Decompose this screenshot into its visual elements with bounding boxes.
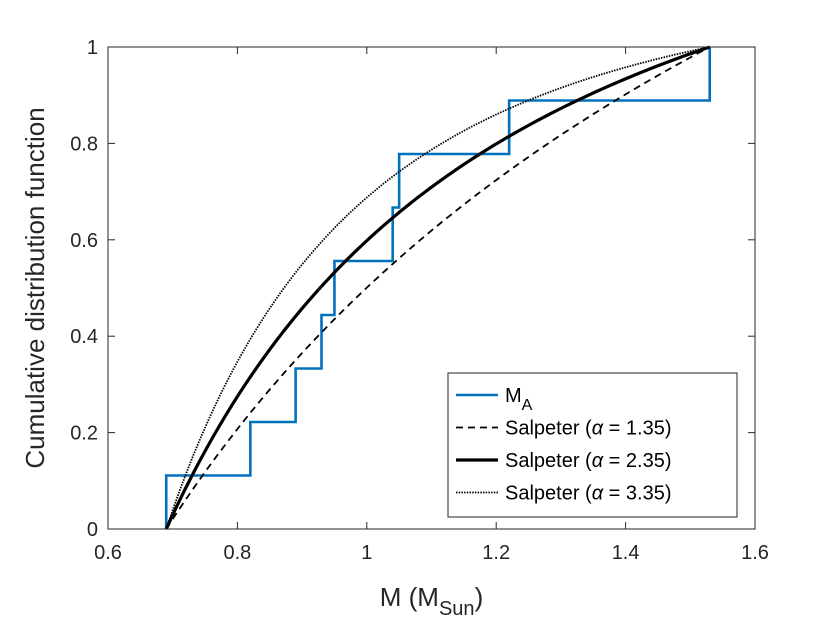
x-tick-label: 1.4	[612, 542, 640, 564]
legend-label-prefix: Salpeter (	[505, 450, 592, 472]
legend-label-salpeter-3-35: Salpeter (α = 3.35)	[505, 483, 672, 505]
x-tick-label: 1.6	[741, 542, 769, 564]
legend-label-suffix: = 2.35)	[603, 450, 671, 472]
x-axis-title-close: )	[475, 582, 484, 612]
x-axis-title: M (MSun)	[380, 582, 483, 620]
legend-label-prefix: Salpeter (	[505, 418, 592, 440]
legend-label-alpha: α	[592, 418, 604, 440]
y-tick-label: 0.8	[70, 133, 98, 155]
axes-box	[107, 46, 756, 530]
x-axis-title-main: M (M	[380, 582, 439, 612]
x-tick-label: 1.2	[482, 542, 510, 564]
legend-box	[447, 372, 738, 518]
y-tick-label: 1	[87, 37, 98, 59]
x-tick-label: 0.6	[94, 542, 122, 564]
legend-label-main: M	[505, 385, 522, 407]
y-tick-label: 0.2	[70, 423, 98, 445]
y-tick-label: 0.4	[70, 326, 98, 348]
x-tick-label: 1	[361, 542, 372, 564]
series-line-3	[164, 45, 711, 530]
legend-label-alpha: α	[592, 483, 604, 505]
legend-label-prefix: Salpeter (	[505, 483, 592, 505]
ticks-layer: 0.6 0.8 1 1.2 1.4 1.6 0 0.2 0.4 0.6 0.8 1 M (MSun) Cu…	[20, 37, 769, 620]
legend-label-salpeter-2-35: Salpeter (α = 2.35)	[505, 450, 672, 472]
legend-label-salpeter-1-35: Salpeter (α = 1.35)	[505, 418, 672, 440]
y-axis-title: Cumulative distribution function	[20, 107, 50, 468]
legend-label-suffix: = 1.35)	[603, 418, 671, 440]
x-tick-label: 0.8	[223, 542, 251, 564]
axes-layer	[107, 46, 756, 530]
series-layer	[164, 45, 712, 530]
legend-label-alpha: α	[592, 450, 604, 472]
legend-label-suffix: = 3.35)	[603, 483, 671, 505]
y-tick-label: 0.6	[70, 230, 98, 252]
series-line-1	[164, 47, 712, 529]
legend-label-m-a: MA	[505, 385, 533, 414]
x-axis-title-subscript: Sun	[439, 598, 475, 620]
legend-label-subscript: A	[522, 397, 533, 414]
series-line-2	[165, 46, 711, 530]
y-tick-label: 0	[87, 519, 98, 541]
